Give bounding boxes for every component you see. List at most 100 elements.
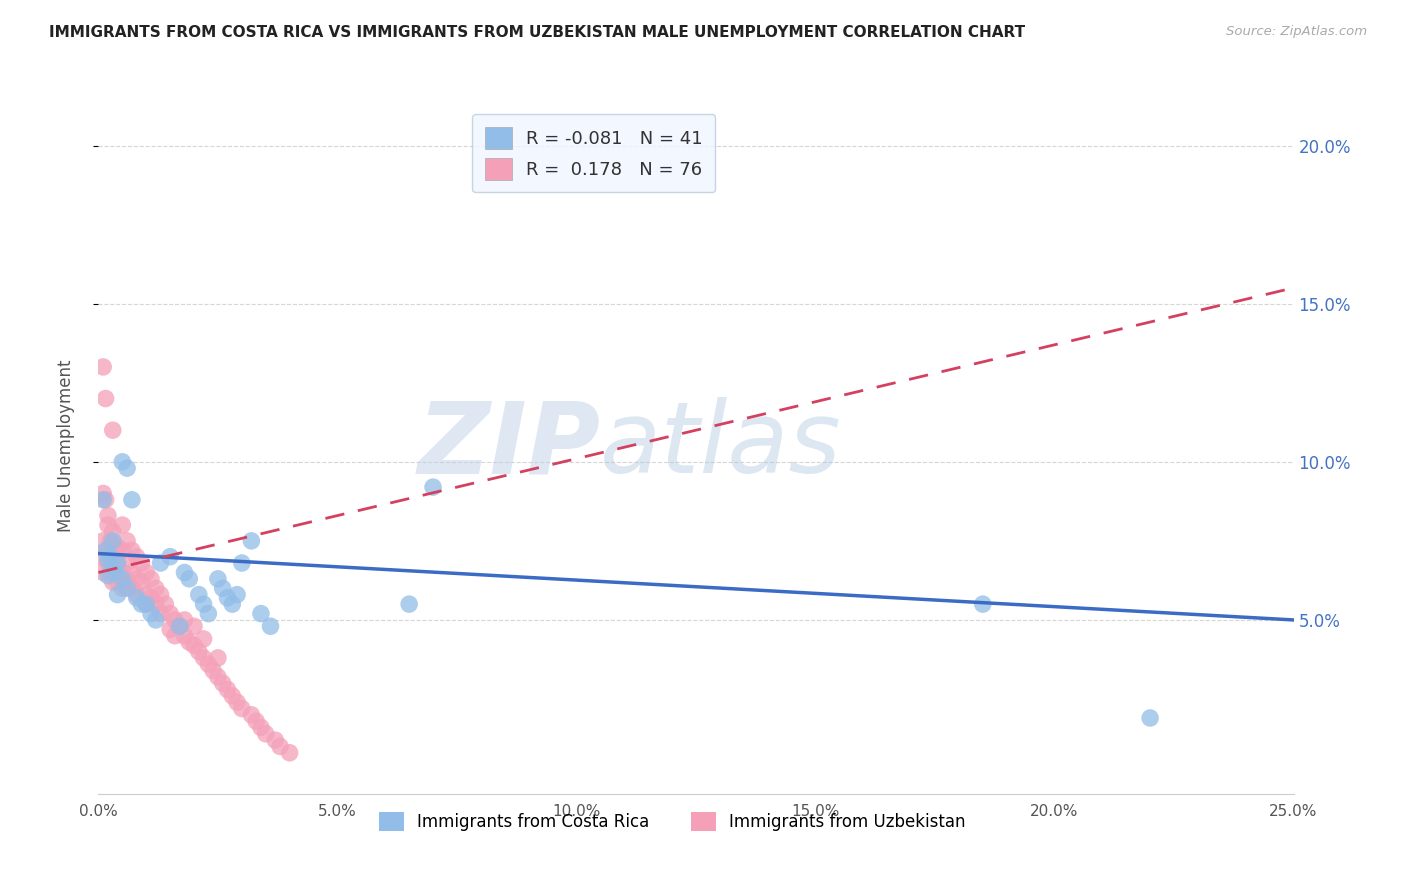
Y-axis label: Male Unemployment: Male Unemployment: [56, 359, 75, 533]
Point: [193, 651, 215, 665]
Point: [121, 582, 143, 596]
Point: [221, 689, 243, 703]
Point: [422, 480, 444, 494]
Point: [91, 486, 114, 500]
Point: [972, 597, 994, 611]
Point: [187, 644, 209, 658]
Point: [104, 543, 127, 558]
Point: [115, 582, 138, 596]
Point: [159, 549, 181, 564]
Point: [197, 607, 219, 621]
Point: [155, 597, 177, 611]
Point: [231, 556, 253, 570]
Point: [269, 739, 291, 754]
Point: [90, 549, 112, 564]
Point: [94, 543, 117, 558]
Point: [211, 582, 233, 596]
Point: [91, 492, 114, 507]
Point: [250, 721, 273, 735]
Point: [115, 574, 138, 589]
Point: [149, 588, 172, 602]
Point: [98, 549, 122, 564]
Point: [111, 566, 134, 580]
Point: [107, 556, 129, 570]
Point: [91, 359, 114, 374]
Point: [179, 635, 201, 649]
Point: [104, 566, 127, 580]
Point: [240, 707, 263, 722]
Point: [231, 701, 253, 715]
Point: [398, 597, 420, 611]
Point: [101, 533, 124, 548]
Point: [226, 695, 249, 709]
Point: [139, 607, 162, 621]
Point: [94, 392, 117, 406]
Point: [149, 607, 172, 621]
Point: [94, 492, 117, 507]
Point: [193, 597, 215, 611]
Point: [145, 613, 167, 627]
Point: [259, 619, 281, 633]
Point: [173, 613, 195, 627]
Point: [125, 591, 148, 605]
Legend: Immigrants from Costa Rica, Immigrants from Uzbekistan: Immigrants from Costa Rica, Immigrants f…: [371, 805, 973, 838]
Point: [202, 664, 225, 678]
Point: [250, 607, 273, 621]
Point: [135, 588, 157, 602]
Point: [91, 533, 114, 548]
Point: [91, 566, 114, 580]
Point: [179, 572, 201, 586]
Point: [163, 613, 186, 627]
Point: [111, 455, 134, 469]
Point: [159, 623, 181, 637]
Point: [187, 588, 209, 602]
Point: [111, 543, 134, 558]
Point: [104, 566, 127, 580]
Point: [163, 629, 186, 643]
Point: [98, 566, 122, 580]
Point: [101, 556, 124, 570]
Point: [193, 632, 215, 646]
Point: [226, 588, 249, 602]
Point: [145, 597, 167, 611]
Point: [135, 597, 157, 611]
Point: [101, 574, 124, 589]
Point: [169, 619, 191, 633]
Point: [217, 591, 239, 605]
Point: [101, 423, 124, 437]
Point: [98, 533, 122, 548]
Point: [115, 461, 138, 475]
Text: atlas: atlas: [600, 398, 842, 494]
Point: [97, 568, 120, 582]
Point: [115, 533, 138, 548]
Point: [221, 597, 243, 611]
Point: [145, 582, 167, 596]
Point: [115, 556, 138, 570]
Point: [197, 657, 219, 672]
Point: [135, 597, 157, 611]
Point: [254, 727, 277, 741]
Point: [131, 597, 153, 611]
Point: [107, 588, 129, 602]
Point: [278, 746, 301, 760]
Text: IMMIGRANTS FROM COSTA RICA VS IMMIGRANTS FROM UZBEKISTAN MALE UNEMPLOYMENT CORRE: IMMIGRANTS FROM COSTA RICA VS IMMIGRANTS…: [49, 25, 1025, 40]
Point: [125, 572, 148, 586]
Point: [173, 566, 195, 580]
Point: [139, 591, 162, 605]
Text: ZIP: ZIP: [418, 398, 600, 494]
Point: [169, 619, 191, 633]
Point: [97, 556, 120, 570]
Point: [131, 556, 153, 570]
Point: [183, 638, 205, 652]
Point: [1139, 711, 1161, 725]
Point: [207, 670, 229, 684]
Point: [131, 574, 153, 589]
Point: [107, 574, 129, 589]
Point: [111, 582, 134, 596]
Point: [111, 572, 134, 586]
Point: [111, 518, 134, 533]
Point: [125, 588, 148, 602]
Point: [240, 533, 263, 548]
Point: [245, 714, 267, 728]
Point: [101, 559, 124, 574]
